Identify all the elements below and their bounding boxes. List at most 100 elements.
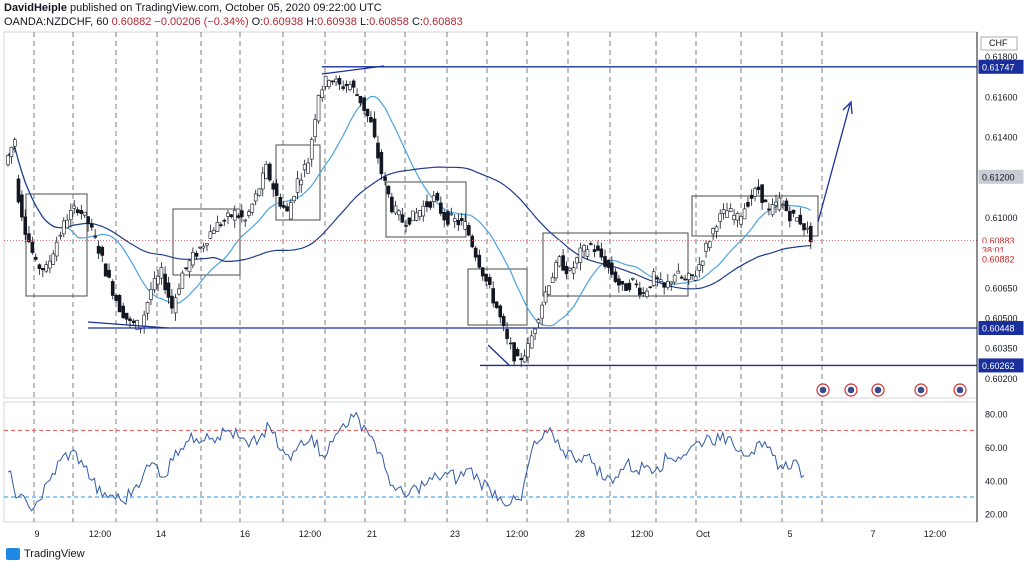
price-tick-label: 0.60500: [985, 314, 1018, 324]
event-flag-icon[interactable]: [914, 383, 928, 397]
close-label: C:: [411, 16, 423, 28]
candle-body: [390, 196, 394, 213]
candle-body: [362, 97, 366, 111]
candle-body: [257, 188, 262, 196]
symbol-label[interactable]: OANDA:NZDCHF, 60: [4, 16, 109, 28]
candle-body: [795, 217, 799, 222]
candle-body: [114, 295, 118, 301]
candle: [655, 275, 660, 287]
candle-body: [617, 278, 621, 286]
candle: [791, 209, 796, 218]
candle: [288, 198, 293, 220]
candle-body: [592, 249, 597, 252]
candle-body: [309, 139, 314, 160]
candle: [121, 302, 126, 319]
event-flag-icon[interactable]: [871, 383, 885, 397]
candle: [264, 160, 268, 180]
price-change: −0.00206 (−0.34%): [154, 16, 249, 28]
candle: [700, 260, 705, 273]
candle: [669, 281, 674, 291]
candle-body: [173, 297, 178, 314]
candle-body: [240, 210, 244, 218]
candle-body: [561, 255, 565, 271]
candle-body: [550, 277, 555, 283]
candle-body: [33, 256, 38, 260]
candle-body: [620, 280, 625, 285]
candle-body: [742, 208, 747, 220]
candle-body: [337, 77, 342, 85]
candle: [679, 274, 684, 280]
candle: [9, 146, 14, 164]
price-label-text: 0.61200: [982, 172, 1015, 182]
candle: [435, 191, 440, 202]
range-box: [275, 144, 321, 221]
candle-body: [638, 287, 642, 296]
candle: [369, 111, 373, 123]
candle: [760, 184, 764, 211]
candle-body: [131, 320, 136, 323]
candle: [672, 273, 677, 285]
candle-body: [467, 225, 471, 236]
candle: [543, 285, 548, 305]
candle-body: [805, 227, 810, 230]
candle-body: [690, 274, 694, 276]
candle-body: [247, 211, 251, 216]
candle: [484, 273, 488, 287]
candle-body: [198, 246, 202, 249]
candle: [404, 219, 408, 233]
candle: [187, 258, 192, 278]
candle-body: [376, 142, 380, 159]
candle-body: [79, 210, 84, 214]
author-name[interactable]: DavidHeiple: [4, 2, 67, 14]
price-tick-label: 0.60350: [985, 344, 1018, 354]
candle: [431, 191, 436, 208]
range-box: [25, 193, 88, 297]
candle: [6, 154, 10, 167]
candle-body: [669, 281, 674, 285]
event-flag-icon[interactable]: [953, 383, 967, 397]
candle: [470, 234, 475, 249]
candle-body: [226, 212, 230, 217]
candle-body: [58, 234, 63, 237]
tradingview-logo[interactable]: TradingView: [6, 548, 85, 560]
candle-body: [777, 197, 782, 211]
candle-body: [156, 275, 160, 285]
candle: [344, 80, 349, 93]
candle-body: [281, 205, 286, 208]
candle: [173, 293, 178, 321]
candle-body: [100, 246, 105, 256]
time-tick-label: 9: [34, 529, 39, 539]
candle-body: [431, 195, 436, 202]
candle: [662, 282, 666, 295]
candle: [683, 274, 687, 281]
candle: [624, 282, 628, 291]
candle: [260, 166, 265, 197]
candle: [86, 215, 90, 232]
candle-body: [365, 108, 370, 117]
candle: [309, 137, 314, 167]
time-axis: 9 12:00 14 16 12:00 21 23 12:00 28 12:00 Oct 5 7 12:0…: [34, 529, 946, 539]
candle: [582, 243, 586, 258]
tradingview-logo-icon: [6, 548, 20, 560]
candle: [690, 274, 694, 280]
event-flag-icon[interactable]: [816, 383, 830, 397]
event-flag-icon[interactable]: [844, 383, 858, 397]
time-tick-label: 28: [575, 529, 585, 539]
candle-body: [609, 262, 614, 275]
candle-body: [201, 245, 206, 249]
last-price: 0.60882: [111, 16, 152, 28]
candle: [620, 280, 625, 291]
time-tick-label: 12:00: [299, 529, 322, 539]
candle: [184, 267, 188, 271]
candle: [515, 347, 520, 357]
candle: [302, 159, 307, 178]
candle: [718, 209, 723, 229]
candle-body: [222, 219, 227, 222]
candle-body: [103, 263, 108, 277]
candle: [205, 243, 209, 252]
candle: [351, 79, 356, 94]
candle: [75, 207, 80, 216]
candle: [746, 196, 750, 209]
candle-body: [568, 267, 572, 271]
